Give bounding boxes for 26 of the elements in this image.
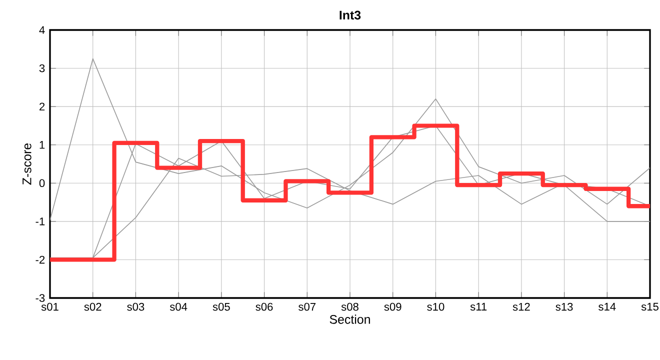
x-tick-label: s06 [256,302,273,311]
y-tick-label: -3 [36,294,45,302]
x-tick-label: s02 [84,302,102,311]
x-tick-label: s13 [556,302,573,311]
x-tick-label: s12 [512,302,530,311]
x-tick-label: s07 [298,302,316,311]
x-axis-title: Section [330,314,370,324]
x-tick-label: s14 [598,302,616,311]
y-tick-label: -2 [36,256,45,264]
y-tick-label: -1 [36,218,45,226]
x-tick-label: s10 [427,302,444,311]
x-tick-label: s01 [41,302,58,311]
y-tick-label: 1 [40,141,45,149]
x-tick-label: s05 [212,302,230,311]
y-tick-label: 4 [39,26,45,34]
x-tick-label: s09 [384,302,402,311]
y-tick-label: 3 [39,64,45,72]
x-tick-label: s04 [170,302,188,311]
x-tick-label: s08 [341,302,358,311]
y-axis-title: Z-score [22,143,32,185]
x-tick-label: s03 [127,302,144,311]
chart-title: Int3 [340,10,361,20]
y-tick-label: 0 [39,179,45,188]
x-tick-label: s11 [470,302,487,311]
y-tick-label: 2 [40,102,45,110]
x-tick-label: s15 [641,302,658,311]
